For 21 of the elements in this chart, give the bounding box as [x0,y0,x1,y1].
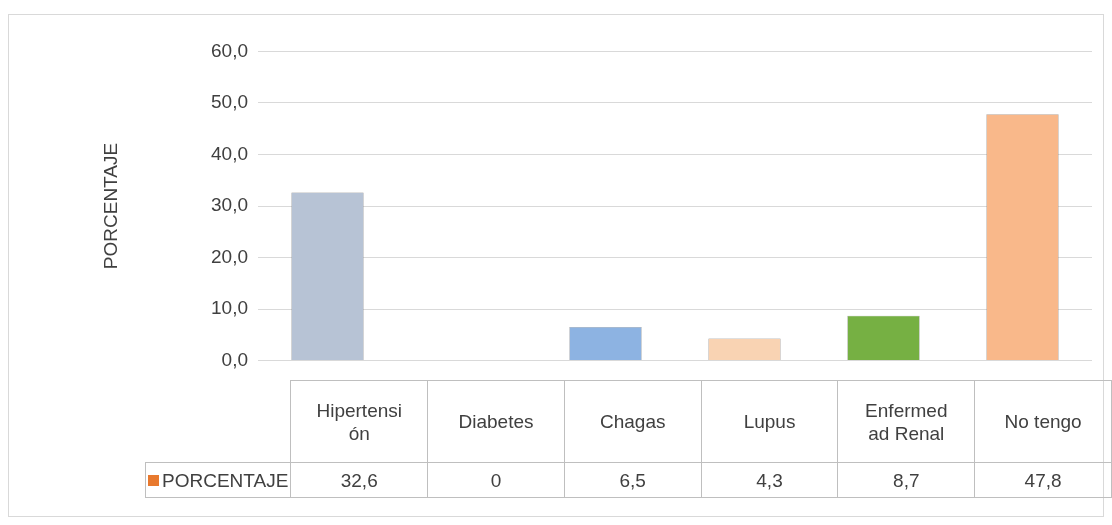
data-label: 32,6 [290,462,428,498]
data-label: 6,5 [564,462,702,498]
y-tick-label: 0,0 [221,348,248,370]
x-tick-label: No tengo [974,380,1112,463]
data-label: 8,7 [837,462,975,498]
x-tick-label: Chagas [564,380,702,463]
x-tick-label: Hipertensión [290,380,428,463]
y-tick-label: 60,0 [211,39,248,61]
x-tick-label: Enfermedad Renal [837,380,975,463]
x-tick-label: Diabetes [427,380,565,463]
y-axis-title: PORCENTAJE [99,142,121,270]
data-label: 4,3 [701,462,838,498]
y-tick-label: 50,0 [211,91,248,113]
y-tick-label: 20,0 [211,245,248,267]
y-tick-label: 40,0 [211,142,248,164]
data-label: 47,8 [974,462,1112,498]
y-tick-label: 30,0 [211,194,248,216]
y-tick-label: 10,0 [211,297,248,319]
x-tick-label: Lupus [701,380,838,463]
text: PORCENTAJE [145,462,291,498]
data-label: 0 [427,462,565,498]
